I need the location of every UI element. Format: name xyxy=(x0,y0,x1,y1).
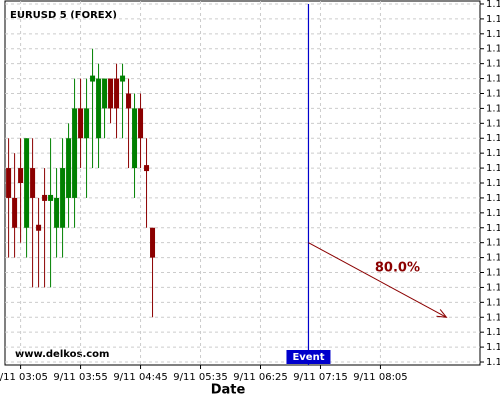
y-tick-label: 1.1892 xyxy=(486,118,500,129)
y-tick-label: 1.1894 xyxy=(486,59,500,70)
candle-body xyxy=(114,78,120,109)
chart-title: EURUSD 5 (FOREX) xyxy=(10,10,117,21)
candle-body xyxy=(138,108,144,139)
x-tick-label: 9/11 04:45 xyxy=(113,372,167,383)
arrow-head xyxy=(436,309,448,318)
y-tick-label: 1.1895 xyxy=(486,29,500,40)
candle-body xyxy=(108,78,114,109)
candle-body xyxy=(54,197,60,228)
y-tick-label: 1.1892 xyxy=(486,103,500,114)
x-tick-label: 9/11 03:05 xyxy=(0,372,48,383)
y-tick-label: 1.1890 xyxy=(486,163,500,174)
x-tick-label: 9/11 06:25 xyxy=(233,372,287,383)
x-tick-label: 9/11 08:05 xyxy=(353,372,407,383)
candle-body xyxy=(90,75,96,82)
y-tick-label: 1.1887 xyxy=(486,253,500,264)
event-label: Event xyxy=(292,352,324,363)
candle-body xyxy=(24,138,30,228)
event-label-box xyxy=(286,350,331,364)
candle-body xyxy=(120,75,126,82)
candle-body xyxy=(126,93,132,109)
y-tick-label: 1.1890 xyxy=(486,178,500,189)
y-tick-label: 1.1891 xyxy=(486,148,500,159)
x-tick-label: 9/11 07:15 xyxy=(293,372,347,383)
y-tick-label: 1.1893 xyxy=(486,74,500,85)
y-tick-label: 1.1893 xyxy=(486,88,500,99)
candle-body xyxy=(48,194,54,201)
x-tick-label: 9/11 05:35 xyxy=(173,372,227,383)
candle-body xyxy=(60,168,66,228)
y-tick-label: 1.1888 xyxy=(486,223,500,234)
candle-body xyxy=(102,78,108,109)
candle-body xyxy=(132,108,138,169)
candle-body xyxy=(150,227,156,258)
candle-body xyxy=(18,168,24,183)
x-tick-label: 9/11 03:55 xyxy=(53,372,107,383)
y-tick-label: 1.1885 xyxy=(486,327,500,338)
candle-body xyxy=(36,224,42,231)
x-axis-label: Date xyxy=(211,383,246,398)
y-tick-label: 1.1889 xyxy=(486,193,500,204)
candle-body xyxy=(72,108,78,198)
y-tick-label: 1.1891 xyxy=(486,133,500,144)
y-tick-label: 1.1896 xyxy=(486,0,500,10)
y-tick-label: 1.1889 xyxy=(486,208,500,219)
candle-body xyxy=(6,168,12,198)
candle-body xyxy=(66,138,72,198)
y-tick-label: 1.1895 xyxy=(486,14,500,25)
y-tick-label: 1.1884 xyxy=(486,342,500,353)
candle-body xyxy=(84,108,90,139)
candle-body xyxy=(30,168,36,198)
arrow-label: 80.0% xyxy=(375,260,420,275)
y-tick-label: 1.1894 xyxy=(486,44,500,55)
y-tick-label: 1.1885 xyxy=(486,312,500,323)
y-tick-label: 1.1886 xyxy=(486,297,500,308)
forecast-arrow xyxy=(308,242,447,318)
candle-body xyxy=(144,165,150,172)
y-tick-label: 1.1886 xyxy=(486,282,500,293)
y-tick-label: 1.1884 xyxy=(486,357,500,368)
candle-body xyxy=(78,108,84,139)
y-tick-label: 1.1887 xyxy=(486,268,500,279)
watermark: www.delkos.com xyxy=(15,349,109,360)
y-tick-label: 1.1888 xyxy=(486,238,500,249)
candle-body xyxy=(12,197,18,228)
candle-body xyxy=(96,78,102,139)
candle-body xyxy=(42,194,48,201)
